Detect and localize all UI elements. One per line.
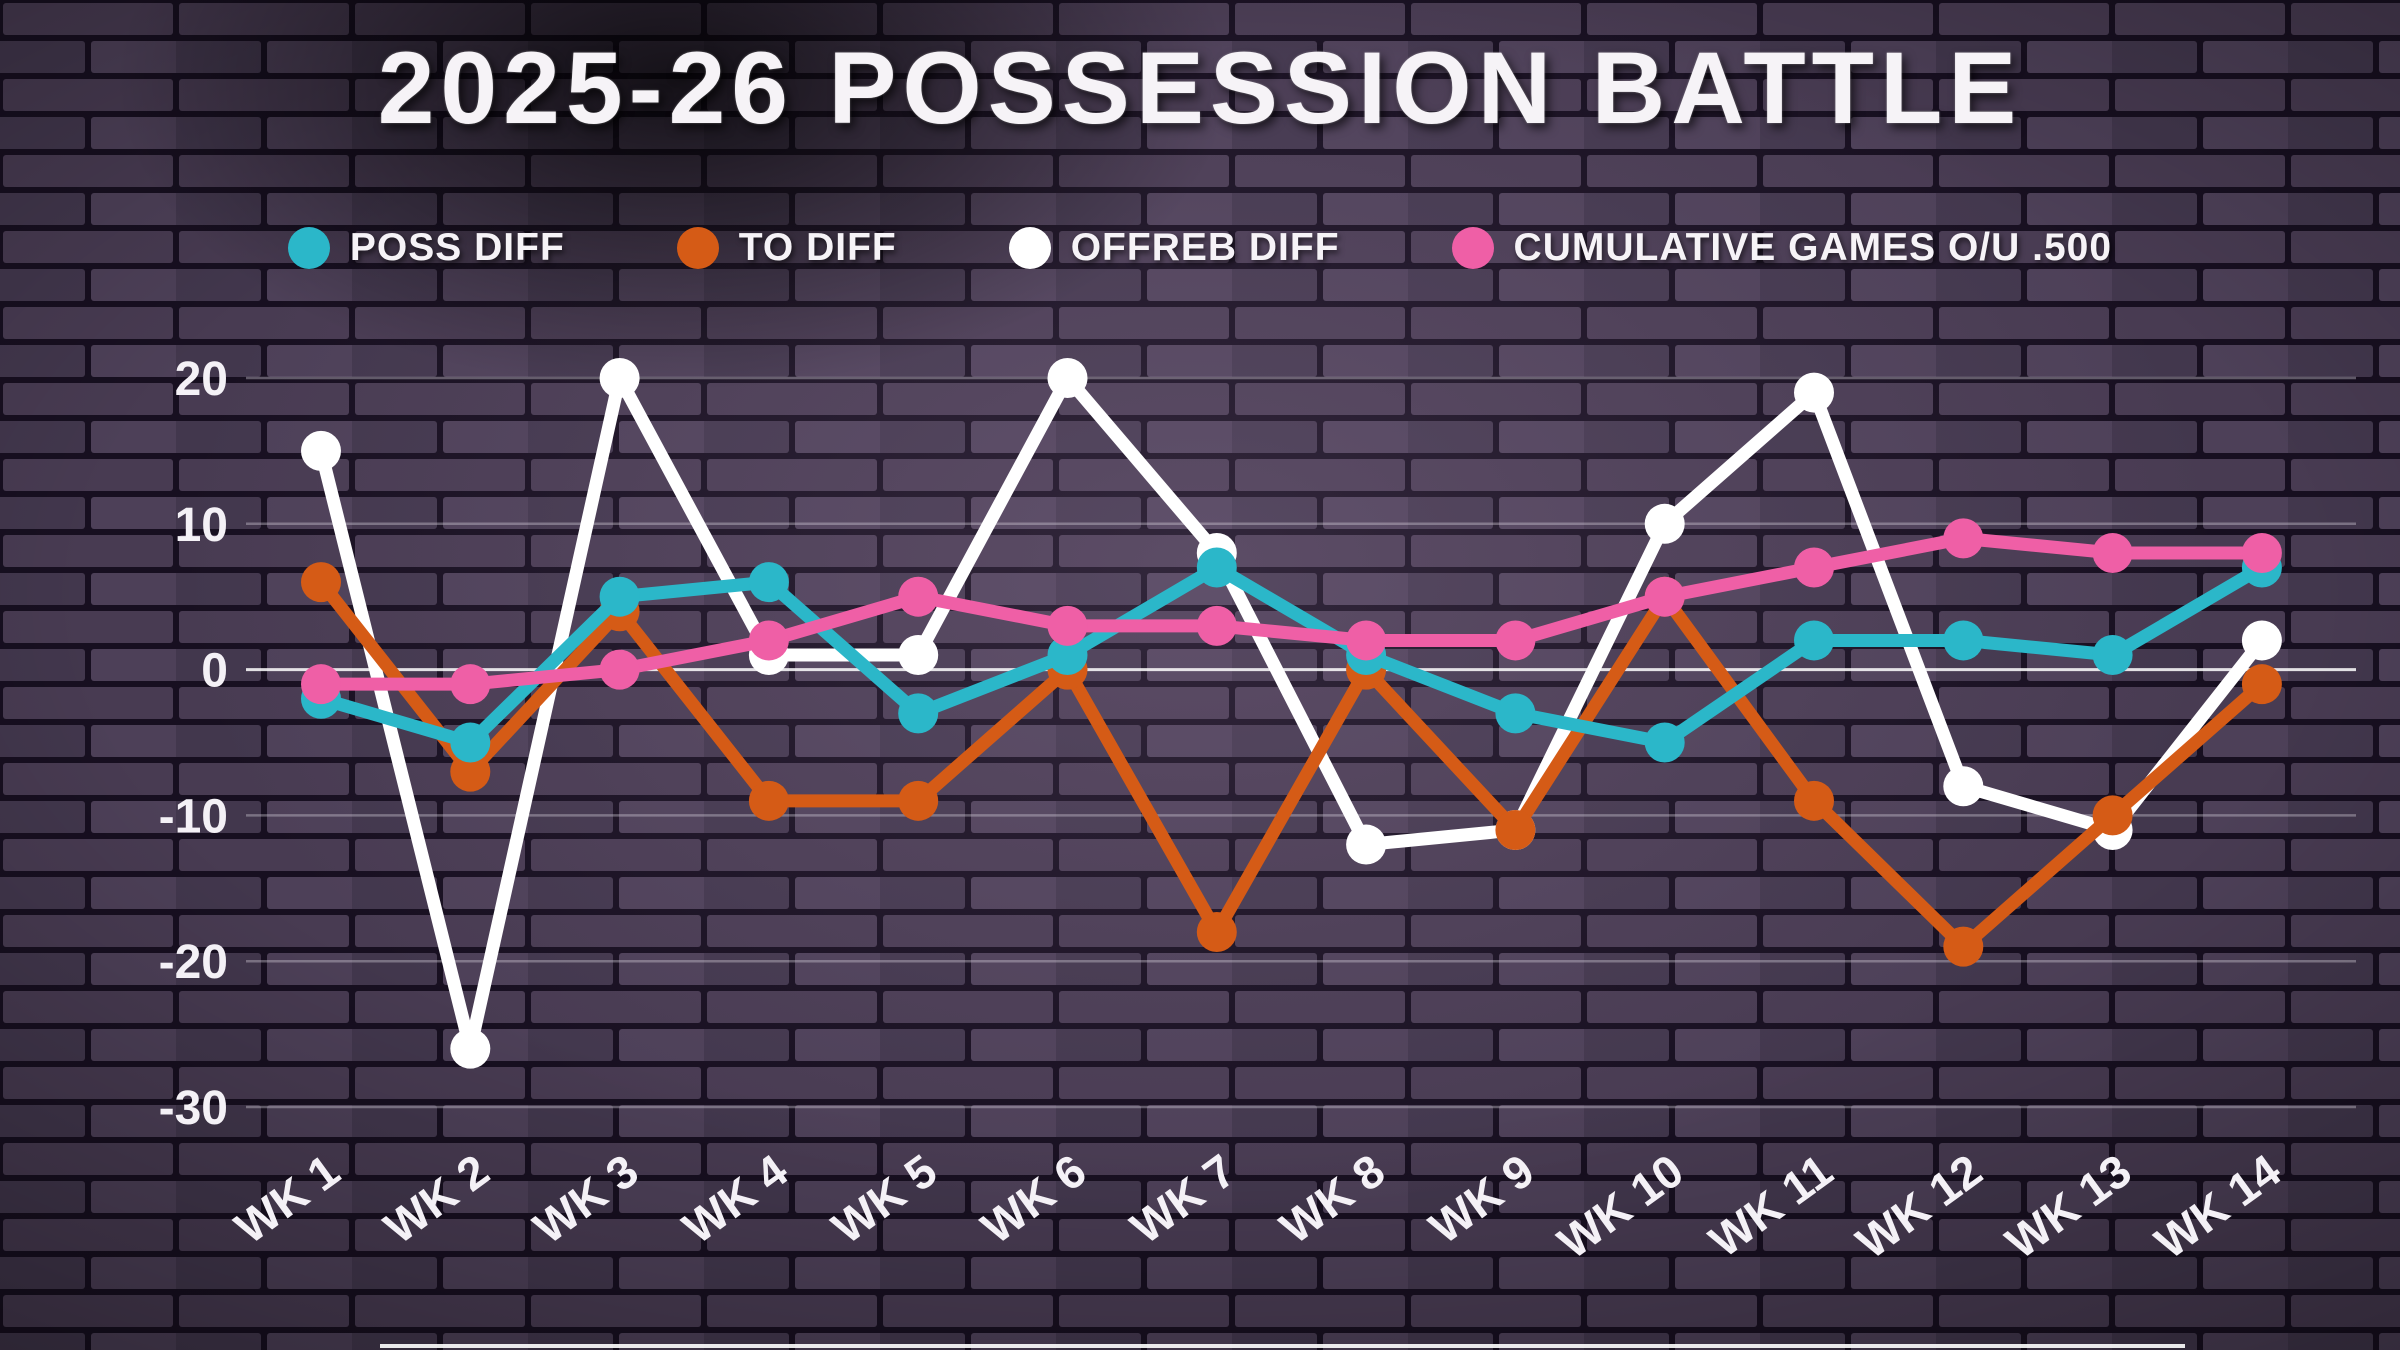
legend-label-poss-diff: POSS DIFF [349, 226, 565, 269]
data-point [1794, 780, 1834, 821]
data-point [599, 358, 640, 398]
legend-label-offreb-diff: OFFREB DIFF [1070, 226, 1340, 269]
y-axis-tick-label: 20 [175, 353, 228, 406]
data-point [2092, 795, 2133, 836]
legend-item-poss-diff: POSS DIFF [287, 226, 565, 270]
x-axis-tick-label: WK 13 [1996, 1144, 2140, 1269]
data-point [2241, 620, 2282, 661]
data-point [1196, 605, 1237, 646]
series-line-2 [314, 371, 2269, 1056]
data-point [1047, 358, 1088, 398]
x-axis-tick-label: WK 6 [972, 1144, 1096, 1254]
x-axis-tick-label: WK 5 [822, 1144, 946, 1254]
data-point [2092, 532, 2133, 573]
y-axis-tick-label: 0 [201, 645, 228, 698]
x-axis-tick-label: WK 3 [524, 1144, 648, 1254]
data-point [1794, 620, 1834, 661]
data-point [748, 620, 789, 661]
data-point [748, 562, 789, 603]
data-point [898, 576, 939, 617]
data-point [1794, 372, 1834, 413]
legend-swatch-poss-diff-icon [287, 227, 330, 269]
chart-title: 2025-26 POSSESSION BATTLE [377, 31, 2023, 145]
data-point [1943, 766, 1984, 807]
legend-label-to-diff: TO DIFF [738, 226, 897, 269]
series-line-1 [314, 575, 2269, 954]
data-point [599, 649, 640, 690]
y-axis-tick-label: -30 [159, 1082, 228, 1135]
data-point [450, 664, 491, 705]
legend-swatch-offreb-diff-icon [1008, 227, 1051, 269]
data-point [1196, 912, 1237, 953]
data-point [1346, 620, 1387, 661]
data-point [1644, 722, 1685, 763]
data-point [301, 562, 341, 603]
x-axis-tick-label: WK 2 [375, 1144, 499, 1254]
legend-item-to-diff: TO DIFF [676, 226, 897, 270]
data-point [898, 635, 939, 676]
x-axis-tick-label: WK 14 [2145, 1144, 2290, 1269]
legend-label-cumulative-games: CUMULATIVE GAMES O/U .500 [1513, 226, 2113, 269]
data-point [450, 1028, 491, 1069]
chart-legend: POSS DIFF TO DIFF OFFREB DIFF CUMULATIVE… [0, 226, 2400, 270]
data-point [1644, 503, 1685, 544]
data-point [599, 576, 640, 617]
x-axis-tick-label: WK 12 [1847, 1144, 1991, 1269]
data-point [1495, 809, 1536, 850]
data-point [1196, 547, 1237, 588]
data-point [1495, 693, 1536, 734]
y-axis-tick-label: 10 [175, 499, 228, 552]
legend-swatch-cumulative-games-icon [1451, 227, 1494, 269]
data-point [450, 751, 491, 792]
legend-swatch-to-diff-icon [676, 227, 719, 269]
x-axis-tick-label: WK 1 [225, 1144, 349, 1254]
data-point [2241, 664, 2282, 705]
legend-item-cumulative-games: CUMULATIVE GAMES O/U .500 [1451, 226, 2113, 270]
data-point [1644, 576, 1685, 617]
data-point [2092, 635, 2133, 676]
series-line-0 [314, 561, 2269, 749]
data-point [748, 780, 789, 821]
data-point [898, 693, 939, 734]
data-point [1346, 824, 1387, 865]
x-axis-tick-label: WK 8 [1270, 1144, 1394, 1254]
x-axis-tick-label: WK 11 [1700, 1144, 1842, 1267]
x-axis-tick-label: WK 4 [673, 1144, 797, 1254]
series-line-3 [314, 531, 2269, 691]
data-point [301, 430, 341, 471]
y-axis-tick-label: -10 [159, 790, 228, 843]
data-point [1943, 926, 1984, 967]
x-axis-tick-label: WK 9 [1420, 1144, 1544, 1254]
data-point [1047, 605, 1088, 646]
data-point [1794, 547, 1834, 588]
data-point [1943, 518, 1984, 559]
data-point [1047, 635, 1088, 676]
data-point [450, 722, 491, 763]
data-point [2241, 532, 2282, 573]
y-axis-tick-label: -20 [159, 936, 228, 989]
x-axis-tick-label: WK 7 [1121, 1144, 1245, 1254]
x-axis-tick-label: WK 10 [1548, 1144, 1692, 1269]
data-point [1495, 620, 1536, 661]
data-point [1943, 620, 1984, 661]
data-point [301, 664, 341, 705]
data-point [898, 780, 939, 821]
legend-item-offreb-diff: OFFREB DIFF [1008, 226, 1340, 270]
